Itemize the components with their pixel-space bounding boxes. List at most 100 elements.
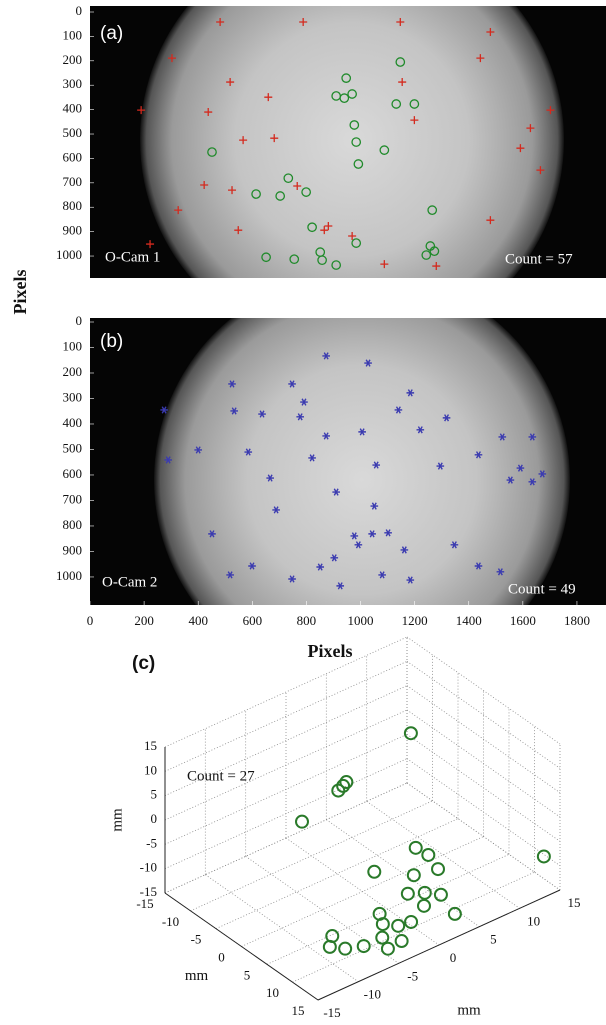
y-tick-label: 900 (63, 223, 83, 238)
grid-line (164, 782, 408, 894)
asterisk-marker (400, 546, 409, 554)
camera-label: O-Cam 1 (105, 249, 160, 265)
asterisk-marker (406, 576, 415, 584)
plus-marker (299, 18, 308, 27)
plus-marker (204, 108, 213, 117)
asterisk-marker (354, 541, 363, 549)
asterisk-marker (384, 529, 392, 537)
grid-line (326, 819, 480, 927)
plus-marker (200, 181, 209, 190)
plus-marker (398, 78, 407, 87)
circle-marker (307, 222, 317, 233)
y-tick-label: 800 (63, 517, 83, 532)
y-tick-label: 200 (63, 364, 83, 379)
y-tick-label: 200 (63, 52, 83, 67)
panel-label: (c) (132, 653, 155, 674)
asterisk-marker (316, 563, 325, 571)
plus-marker (137, 106, 146, 115)
plus-marker (226, 78, 235, 87)
grid-line (285, 837, 440, 946)
plus-marker (432, 262, 441, 271)
circle-marker (301, 187, 312, 197)
circle-marker (289, 254, 300, 265)
camera-field (154, 318, 570, 605)
plus-marker (293, 181, 302, 190)
plus-marker (146, 240, 155, 249)
x-tick-label: 800 (297, 613, 317, 628)
circle-marker (536, 849, 551, 864)
camera-field (140, 6, 564, 278)
plus-marker (516, 144, 525, 153)
x-tick-label: 0 (87, 613, 94, 628)
grid-line (406, 661, 561, 769)
asterisk-marker (498, 433, 507, 441)
circle-marker (417, 885, 432, 900)
asterisk-marker (516, 464, 525, 472)
x-tick-label: 15 (292, 1003, 305, 1018)
asterisk-marker (322, 432, 330, 440)
circle-marker (295, 814, 309, 829)
z-tick-label: 0 (151, 811, 158, 826)
y-tick-label: 500 (63, 440, 83, 455)
x-axis-title: Pixels (308, 641, 353, 661)
asterisk-marker (528, 433, 537, 441)
circle-marker (353, 159, 364, 169)
y-tick-label: 15 (568, 895, 581, 910)
asterisk-marker (528, 478, 537, 486)
grid-line (266, 853, 510, 965)
asterisk-marker (538, 470, 547, 478)
z-tick-label: -5 (146, 835, 157, 850)
asterisk-marker (258, 410, 266, 418)
asterisk-marker (164, 456, 172, 464)
circle-marker (421, 847, 436, 862)
y-tick-label: 700 (63, 174, 83, 189)
x-tick-label: 1000 (348, 613, 374, 628)
x-axis-title: mm (185, 968, 209, 984)
grid-line (366, 801, 520, 909)
asterisk-marker (442, 414, 451, 422)
panel-label: (b) (100, 331, 123, 352)
asterisk-marker (496, 568, 505, 576)
circle-marker (447, 906, 462, 921)
circle-marker (207, 147, 217, 157)
y-tick-label: 700 (63, 491, 83, 506)
circle-marker (331, 260, 342, 270)
y-tick-label: 900 (63, 542, 83, 557)
count-label: Count = 57 (505, 251, 573, 267)
grid-line (245, 856, 399, 964)
asterisk-marker (394, 406, 403, 414)
y-tick-label: 400 (63, 415, 83, 430)
asterisk-marker (296, 413, 304, 421)
asterisk-marker (288, 575, 296, 583)
circle-marker (429, 246, 440, 257)
asterisk-marker (474, 451, 483, 459)
plus-marker (167, 54, 176, 63)
circle-marker (339, 775, 354, 790)
asterisk-marker (332, 488, 340, 496)
plus-marker (546, 106, 555, 115)
x-tick-label: 1400 (456, 613, 482, 628)
plus-marker (536, 166, 545, 175)
grid-line (164, 733, 408, 845)
circle-marker (404, 914, 419, 929)
y-axis-title: mm (457, 1002, 481, 1018)
plus-marker (380, 260, 389, 269)
plus-marker (216, 18, 225, 27)
grid-line (215, 818, 459, 930)
circle-marker (349, 120, 360, 130)
y-tick-label: 0 (450, 950, 457, 965)
plus-marker (174, 206, 183, 215)
y-tick-label: 0 (76, 313, 83, 328)
y-tick-label: 600 (63, 466, 83, 481)
plus-marker (486, 28, 495, 37)
z-tick-label: -15 (140, 884, 157, 899)
asterisk-marker (450, 541, 459, 549)
x-tick-label: 600 (243, 613, 263, 628)
asterisk-marker (208, 530, 216, 538)
asterisk-marker (300, 398, 308, 406)
asterisk-marker (266, 474, 274, 482)
circle-marker (433, 887, 448, 902)
circle-marker (431, 862, 446, 877)
z-tick-label: -10 (140, 860, 157, 875)
